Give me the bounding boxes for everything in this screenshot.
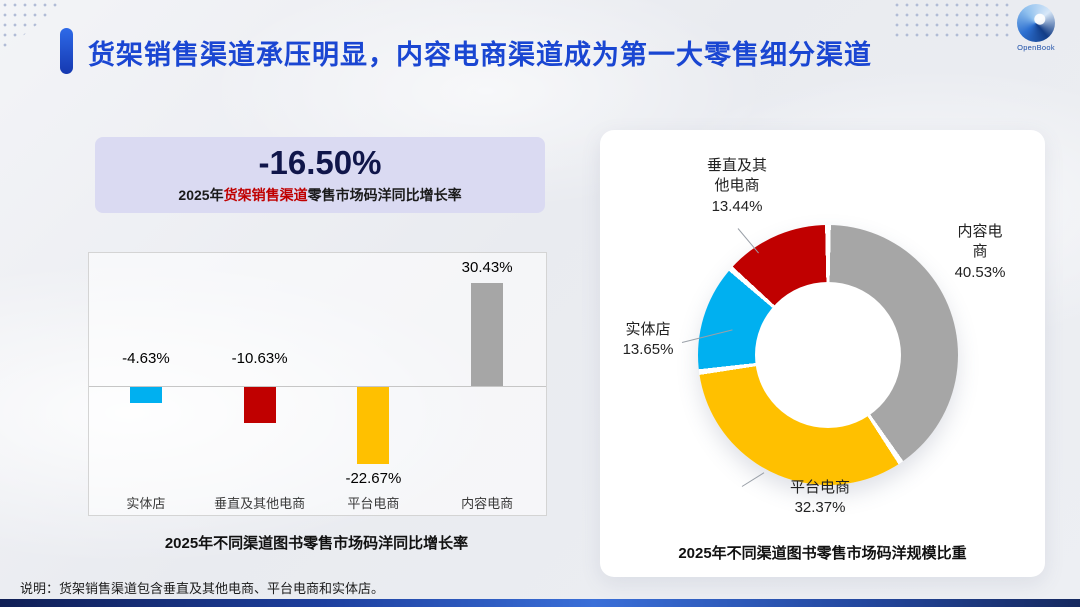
bar-segment bbox=[129, 387, 162, 403]
bar-value-label: -10.63% bbox=[231, 350, 288, 367]
donut-chart-card: 垂直及其他电商 13.44% 内容电商 40.53% 实体店 13.65% 平台… bbox=[600, 130, 1045, 577]
bar-segment bbox=[243, 387, 276, 423]
title-accent-bar bbox=[60, 28, 73, 74]
donut-label-value: 13.44% bbox=[711, 197, 763, 215]
bar-chart-title: 2025年不同渠道图书零售市场码洋同比增长率 bbox=[164, 535, 469, 552]
donut-chart-title: 2025年不同渠道图书零售市场码洋规模比重 bbox=[678, 545, 967, 562]
donut-label-physical-store: 实体店 13.65% bbox=[612, 320, 684, 361]
dots-pattern-left bbox=[0, 0, 68, 54]
bar-chart: -4.63% 实体店 -10.63% 垂直及其他电商 -22.67% 平台电商 30.43%… bbox=[88, 252, 547, 516]
dots-pattern-right bbox=[892, 0, 1010, 38]
bar-category-label: 垂直及其他电商 bbox=[214, 496, 306, 511]
slide-title: 货架销售渠道承压明显，内容电商渠道成为第一大零售细分渠道 bbox=[88, 40, 872, 70]
bar-chart-plot: -4.63% 实体店 -10.63% 垂直及其他电商 -22.67% 平台电商 30.43%… bbox=[89, 253, 546, 515]
bar-category-label: 内容电商 bbox=[461, 496, 514, 511]
bar-value-label: -4.63% bbox=[122, 350, 170, 367]
bottom-accent-bar bbox=[0, 599, 1080, 607]
donut-label-platform-ecommerce: 平台电商 32.37% bbox=[758, 478, 882, 519]
donut-label-name: 垂直及其他电商 bbox=[706, 157, 767, 195]
donut-chart bbox=[698, 225, 958, 485]
key-metric-caption-suffix: 零售市场码洋同比增长率 bbox=[307, 186, 462, 203]
footnote: 说明：货架销售渠道包含垂直及其他电商、平台电商和实体店。 bbox=[20, 581, 385, 596]
donut-label-content-ecommerce: 内容电商 40.53% bbox=[952, 222, 1008, 283]
donut-label-name: 平台电商 bbox=[789, 479, 850, 496]
donut-label-name: 内容电商 bbox=[957, 223, 1003, 261]
bar-category-label: 实体店 bbox=[126, 496, 166, 511]
openbook-logo: OpenBook bbox=[1008, 4, 1064, 52]
bar-segment bbox=[357, 387, 390, 464]
bar-value-label: -22.67% bbox=[345, 470, 402, 487]
donut-label-name: 实体店 bbox=[625, 321, 671, 338]
x-axis-line bbox=[89, 386, 546, 387]
key-metric-caption-highlight: 货架销售渠道 bbox=[223, 186, 308, 203]
donut-label-vertical-ecommerce: 垂直及其他电商 13.44% bbox=[704, 156, 770, 217]
donut-label-value: 32.37% bbox=[794, 499, 846, 517]
bar-category-label: 平台电商 bbox=[347, 496, 400, 511]
key-metric-caption-prefix: 2025年 bbox=[178, 186, 224, 203]
donut-label-value: 40.53% bbox=[954, 263, 1006, 281]
bar-value-label: 30.43% bbox=[461, 259, 513, 276]
donut-label-value: 13.65% bbox=[622, 341, 674, 359]
key-metric-caption: 2025年货架销售渠道零售市场码洋同比增长率 bbox=[178, 185, 461, 205]
key-metric-value: -16.50% bbox=[258, 144, 382, 182]
leader-line-vertical-ecommerce bbox=[737, 228, 759, 254]
bar-segment bbox=[471, 283, 504, 386]
openbook-logo-text: OpenBook bbox=[1017, 43, 1055, 52]
openbook-logo-icon bbox=[1017, 4, 1055, 42]
key-metric-box: -16.50% 2025年货架销售渠道零售市场码洋同比增长率 bbox=[95, 137, 545, 213]
